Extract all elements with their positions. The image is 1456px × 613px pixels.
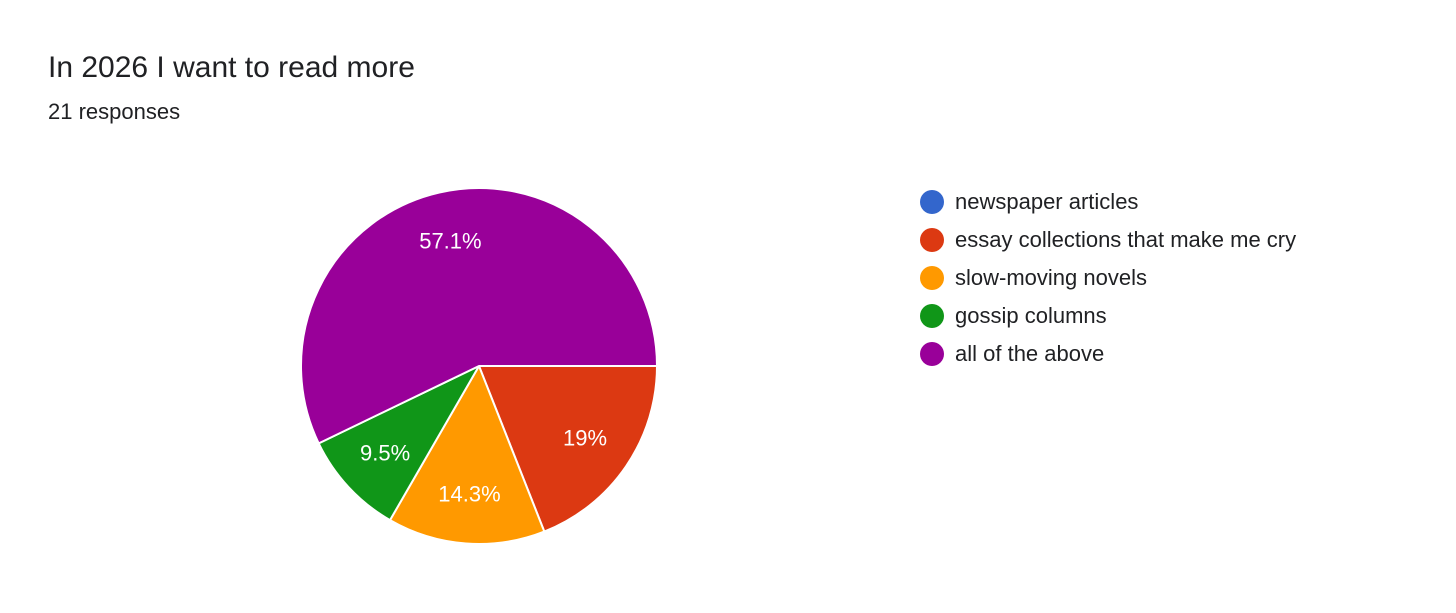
pie-slice-gossip-columns[interactable] <box>317 365 480 522</box>
pie-slice-slow-moving-novels[interactable] <box>389 365 546 545</box>
legend-item-newspaper-articles[interactable]: newspaper articles <box>920 183 1296 221</box>
legend-label: gossip columns <box>955 303 1107 328</box>
legend-item-gossip-columns[interactable]: gossip columns <box>920 297 1296 335</box>
legend-label: newspaper articles <box>955 189 1139 214</box>
legend-item-slow-moving-novels[interactable]: slow-moving novels <box>920 259 1296 297</box>
pie-slice-labels: 19% 14.3% 9.5% 57.1% <box>360 229 607 507</box>
slice-percent-label: 9.5% <box>360 441 410 466</box>
legend-item-essay-collections-that-make-me-cry[interactable]: essay collections that make me cry <box>920 221 1296 259</box>
legend-swatch <box>920 266 944 290</box>
chart-legend: newspaper articles essay collections that… <box>920 183 1296 373</box>
pie-slice-all-of-the-above[interactable] <box>300 187 658 445</box>
pie-slices <box>300 187 658 545</box>
legend-swatch <box>920 228 944 252</box>
legend-label: slow-moving novels <box>955 265 1147 290</box>
pie-slice-essay-collections-that-make-me-cry[interactable] <box>478 365 658 533</box>
slice-percent-label: 19% <box>563 426 607 451</box>
legend-label: all of the above <box>955 341 1105 366</box>
pie-chart: 19% 14.3% 9.5% 57.1% <box>300 187 658 545</box>
chart-title: In 2026 I want to read more <box>48 51 415 84</box>
legend-swatch <box>920 190 944 214</box>
slice-percent-label: 14.3% <box>438 481 500 506</box>
legend-label: essay collections that make me cry <box>955 227 1297 252</box>
response-count: 21 responses <box>48 99 181 124</box>
legend-swatch <box>920 304 944 328</box>
legend-swatch <box>920 342 944 366</box>
legend-item-all-of-the-above[interactable]: all of the above <box>920 335 1296 373</box>
slice-percent-label: 57.1% <box>419 229 481 254</box>
